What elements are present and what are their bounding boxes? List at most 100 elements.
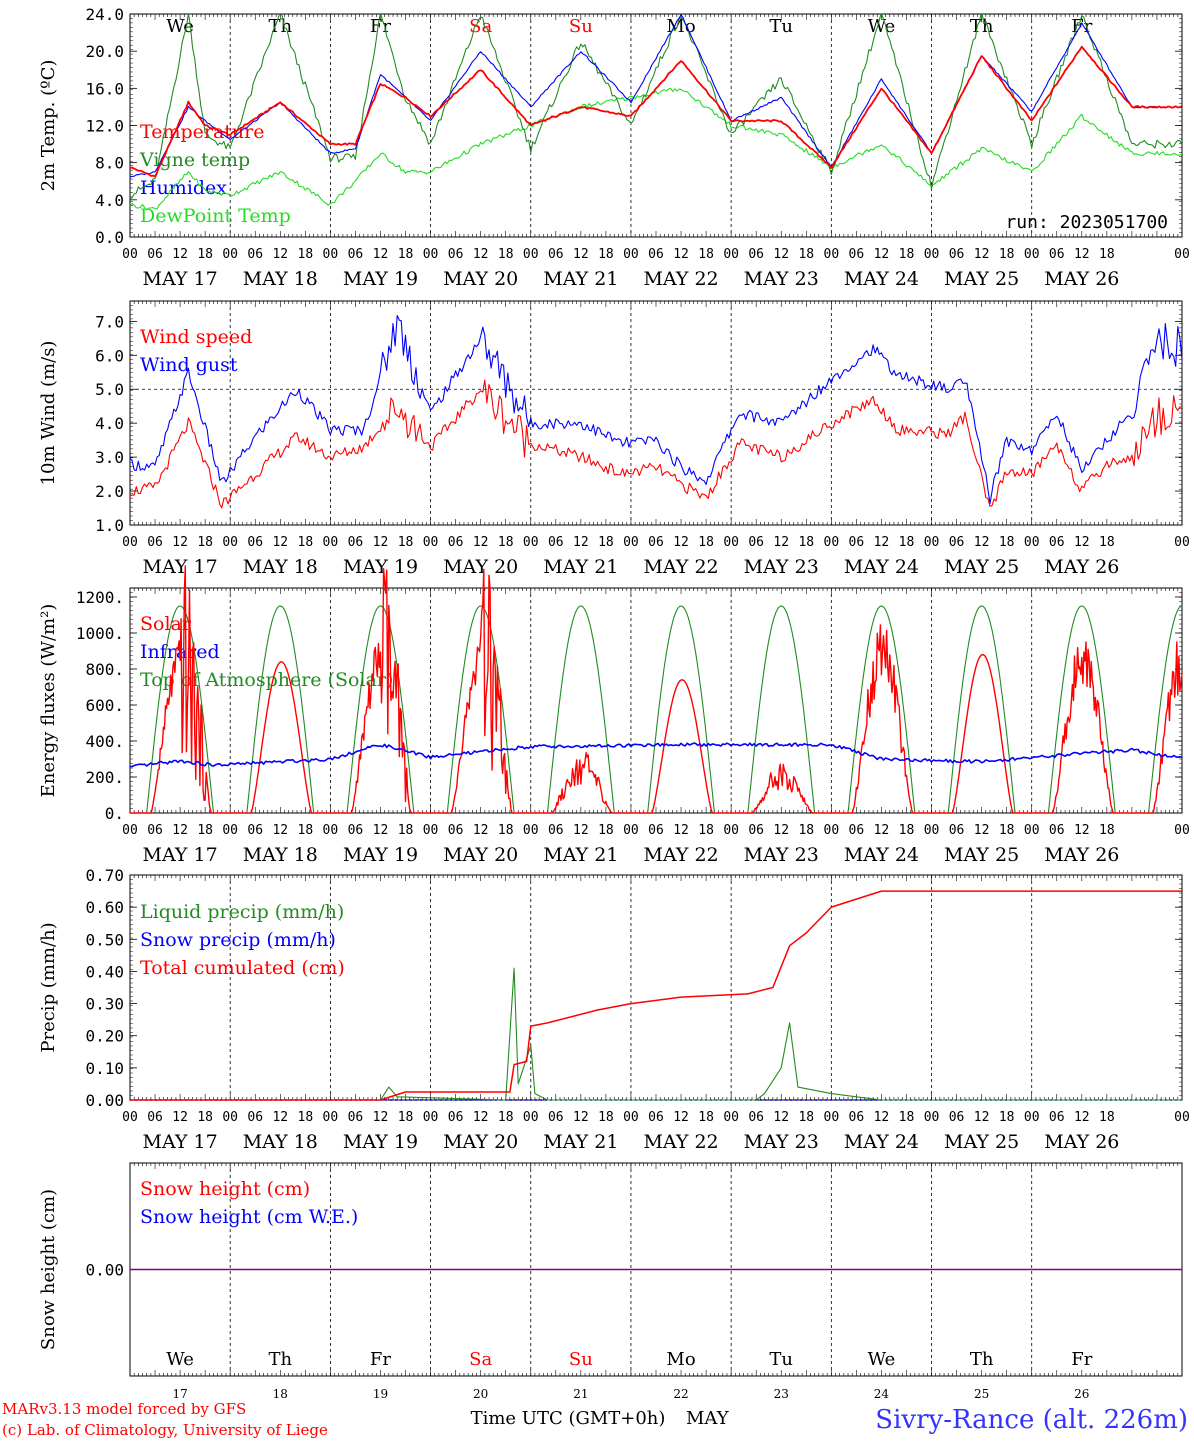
- x-hour-label: 00: [723, 535, 739, 550]
- y-axis-label: Snow height (cm): [38, 1189, 59, 1350]
- y-tick-label: 1200.: [76, 588, 124, 607]
- x-hour-label: 18: [999, 535, 1015, 550]
- x-hour-label: 06: [648, 247, 664, 262]
- x-date-label: MAY 18: [243, 844, 318, 866]
- y-tick-label: 0.0: [95, 228, 124, 247]
- x-hour-label: 06: [1049, 1110, 1065, 1125]
- x-hour-label: 12: [172, 247, 188, 262]
- x-hour-label: 12: [573, 1110, 589, 1125]
- x-hour-label: 06: [648, 823, 664, 838]
- x-hour-label: 18: [398, 247, 414, 262]
- x-date-label: MAY 26: [1044, 556, 1119, 578]
- x-hour-label: 12: [1074, 1110, 1090, 1125]
- x-hour-label: 12: [573, 535, 589, 550]
- x-hour-label: 06: [247, 247, 263, 262]
- x-hour-label: 06: [949, 535, 965, 550]
- y-tick-label: 5.0: [95, 380, 124, 399]
- x-hour-label: 06: [548, 247, 564, 262]
- x-hour-label: 06: [748, 535, 764, 550]
- y-tick-label: 24.0: [85, 5, 124, 24]
- x-axis-month: MAY: [686, 1408, 730, 1429]
- x-date-label: MAY 20: [443, 268, 518, 290]
- x-date-label: MAY 19: [343, 844, 418, 866]
- x-hour-label: 12: [974, 247, 990, 262]
- x-hour-label: 06: [247, 535, 263, 550]
- y-axis-label: Energy fluxes (W/m²): [38, 604, 59, 798]
- x-hour-label: 12: [773, 823, 789, 838]
- x-hour-label: 06: [348, 1110, 364, 1125]
- x-hour-label: 18: [899, 535, 915, 550]
- weekday-label: Mo: [666, 1349, 695, 1370]
- run-label: run: 2023051700: [1005, 212, 1168, 233]
- x-date-label: MAY 17: [143, 1131, 218, 1153]
- x-hour-label: 06: [748, 247, 764, 262]
- x-hour-label: 12: [874, 823, 890, 838]
- x-hour-label: 18: [298, 247, 314, 262]
- day-number: 20: [473, 1387, 488, 1401]
- series-line-wind-gust: [129, 314, 1183, 505]
- series-group: [130, 14, 1182, 211]
- y-tick-label: 6.0: [95, 346, 124, 365]
- x-hour-label: 18: [798, 1110, 814, 1125]
- y-tick-label: 800.: [85, 660, 124, 679]
- x-hour-label: 12: [673, 247, 689, 262]
- day-number: 22: [673, 1387, 688, 1401]
- x-hour-label: 18: [598, 823, 614, 838]
- panel-3: 0.00 0.10 0.20 0.30 0.40 0.50 0.60 0.70 Precip (…: [38, 866, 1190, 1153]
- day-number: 18: [273, 1387, 288, 1401]
- y-tick-label: 0.40: [85, 962, 124, 981]
- x-hour-label: 18: [698, 535, 714, 550]
- x-hour-label: 00: [1024, 535, 1040, 550]
- x-date-label: MAY 22: [643, 268, 718, 290]
- x-hour-label: 12: [172, 535, 188, 550]
- x-date-label: MAY 21: [543, 556, 618, 578]
- panel-2: 0. 200. 400. 600. 800. 1000. 1200. Energy fluxe…: [38, 565, 1190, 866]
- x-date-label: MAY 18: [243, 556, 318, 578]
- x-hour-label: 18: [498, 1110, 514, 1125]
- x-date-label: MAY 25: [944, 1131, 1019, 1153]
- x-hour-label: 12: [373, 535, 389, 550]
- x-hour-label: 18: [899, 247, 915, 262]
- x-hour-label: 12: [974, 1110, 990, 1125]
- x-hour-label: 06: [448, 535, 464, 550]
- station-name: Sivry-Rance (alt. 226m): [875, 1405, 1188, 1435]
- panel-1: 1.0 2.0 3.0 4.0 5.0 6.0 7.0 10m Wind (m/s) 00 06 1…: [38, 300, 1190, 578]
- y-tick-label: 0.50: [85, 930, 124, 949]
- x-date-label: MAY 24: [844, 268, 919, 290]
- x-hour-label: 18: [197, 823, 213, 838]
- x-hour-label: 18: [798, 823, 814, 838]
- x-hour-label: 06: [648, 1110, 664, 1125]
- y-tick-label: 16.0: [85, 79, 124, 98]
- y-tick-label: 7.0: [95, 312, 124, 331]
- x-date-label: MAY 19: [343, 268, 418, 290]
- x-hour-label: 00: [122, 1110, 138, 1125]
- x-hour-label: 00: [423, 247, 439, 262]
- x-hour-label: 00: [1024, 1110, 1040, 1125]
- x-date-label: MAY 21: [543, 844, 618, 866]
- panel-0: 0.0 4.0 8.0 12.0 16.0 20.0 24.0 2m Temp. (ºC) 00…: [38, 5, 1190, 290]
- footer-credit-lab: (c) Lab. of Climatology, University of L…: [2, 1421, 328, 1439]
- series-line-vigne-temp: [130, 14, 1182, 200]
- x-hour-label: 06: [648, 535, 664, 550]
- weekday-label: Th: [970, 16, 994, 37]
- x-hour-label: 12: [473, 1110, 489, 1125]
- x-hour-label: 00: [122, 823, 138, 838]
- weekday-label: Su: [569, 1349, 593, 1370]
- x-hour-label: 06: [247, 1110, 263, 1125]
- x-hour-label: 06: [1049, 823, 1065, 838]
- series-line-dewpoint-temp: [130, 87, 1182, 211]
- x-date-label: MAY 26: [1044, 268, 1119, 290]
- y-tick-label: 0.20: [85, 1027, 124, 1046]
- x-hour-label: 18: [899, 823, 915, 838]
- y-tick-label: 400.: [85, 732, 124, 751]
- weekday-label: Su: [569, 16, 593, 37]
- x-date-label: MAY 23: [744, 1131, 819, 1153]
- x-hour-label: 00: [1024, 823, 1040, 838]
- x-date-label: MAY 23: [744, 556, 819, 578]
- weekday-label: Th: [268, 16, 292, 37]
- series-line-wind-speed: [129, 379, 1183, 509]
- x-hour-label: 12: [573, 247, 589, 262]
- y-axis-label: Precip (mm/h): [38, 922, 59, 1052]
- x-hour-label: 12: [573, 823, 589, 838]
- legend-entry: DewPoint Temp: [140, 205, 291, 227]
